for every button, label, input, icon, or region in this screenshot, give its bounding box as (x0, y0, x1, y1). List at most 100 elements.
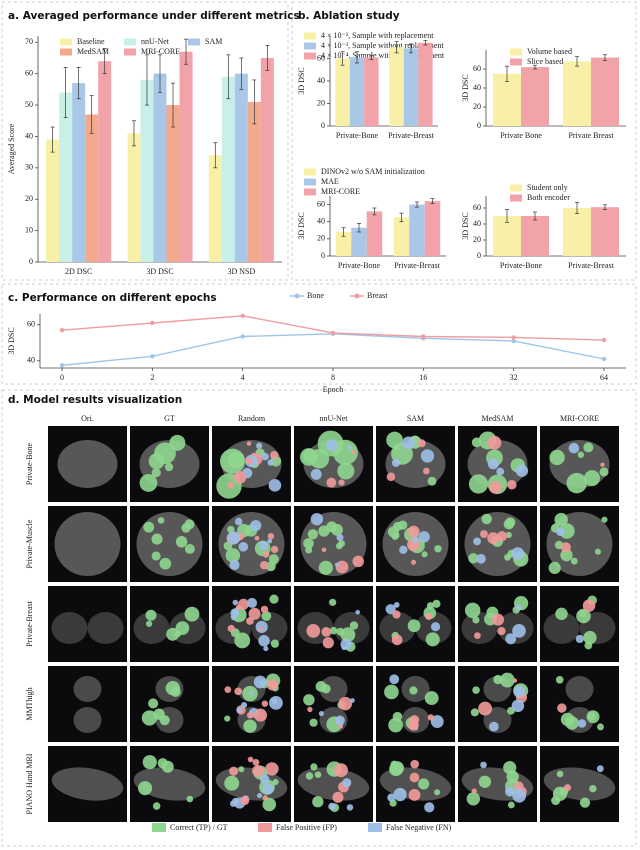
false-positive (261, 700, 269, 707)
point (150, 354, 155, 359)
segmentation (392, 711, 403, 722)
x-tick-label: Private-Breast (388, 131, 435, 140)
segmentation (243, 719, 257, 733)
y-tick-label: 40 (317, 217, 325, 226)
segmentation (184, 543, 195, 554)
false-negative (577, 719, 587, 728)
bar (366, 211, 383, 256)
false-positive (471, 788, 477, 794)
false-negative (334, 562, 340, 567)
legend-swatch (510, 48, 522, 56)
y-tick-label: 40 (473, 219, 481, 228)
panel-title: c. Performance on different epochs (8, 292, 217, 304)
segmentation (303, 694, 315, 706)
legend-label: 4 × 10⁻³, Sample without replacement (321, 41, 444, 50)
bar (166, 105, 180, 262)
segmentation (424, 691, 439, 706)
false-positive (392, 610, 401, 619)
false-negative (259, 774, 270, 784)
legend-label: Both encoder (527, 193, 570, 202)
segmentation (584, 470, 601, 487)
false-negative (387, 793, 396, 802)
legend-label: 4 × 10⁻², Sample with replacement (321, 31, 434, 40)
bar (521, 67, 549, 126)
y-tick-label: 30 (25, 163, 33, 172)
false-negative (269, 695, 283, 710)
segmentation (560, 548, 573, 562)
segmentation (425, 632, 440, 647)
false-positive (227, 624, 235, 633)
false-positive (262, 551, 270, 558)
false-positive (267, 532, 275, 540)
segmentation (338, 540, 346, 548)
segmentation (388, 717, 403, 733)
column-label: MedSAM (481, 414, 513, 423)
segmentation (418, 778, 430, 790)
false-negative (336, 534, 344, 542)
false-positive (391, 634, 403, 646)
segmentation (599, 467, 609, 477)
false-negative (310, 512, 324, 526)
segmentation (262, 797, 277, 812)
segmentation (583, 630, 597, 645)
segmentation (589, 784, 597, 793)
legend-swatch (258, 823, 272, 832)
anatomy (319, 676, 348, 702)
segmentation (315, 681, 327, 692)
segmentation (261, 611, 272, 621)
segmentation (225, 548, 241, 563)
segmentation (164, 462, 174, 472)
legend-label: MedSAM (77, 47, 109, 56)
y-tick-label: 20 (25, 194, 33, 203)
y-axis-label: 3D DSC (297, 212, 306, 239)
legend-label: False Positive (FP) (276, 823, 337, 832)
segmentation (587, 712, 596, 721)
legend-swatch (510, 58, 522, 66)
point (601, 356, 607, 362)
anatomy (73, 707, 102, 733)
legend-swatch (510, 194, 522, 202)
false-positive (270, 545, 279, 554)
false-negative (236, 707, 243, 713)
segmentation (426, 602, 435, 610)
segmentation (349, 621, 359, 630)
line (61, 315, 605, 341)
false-negative (505, 633, 517, 645)
row-label: Private-Bone (25, 442, 34, 485)
legend-label: Correct (TP) / GT (170, 823, 228, 832)
segmentation (566, 472, 587, 494)
false-negative (328, 802, 336, 811)
false-negative (412, 536, 419, 544)
point (59, 363, 65, 368)
anatomy (57, 440, 118, 488)
y-tick-label: 60 (317, 53, 325, 62)
false-negative (247, 597, 258, 608)
false-positive (246, 441, 252, 446)
false-negative (512, 624, 526, 638)
segmentation (548, 561, 561, 575)
column-label: Ori. (81, 414, 94, 423)
x-tick-label: 2D DSC (65, 267, 92, 276)
bar (208, 155, 222, 262)
y-tick-label: 20 (473, 235, 481, 244)
false-negative (399, 545, 408, 554)
false-positive (238, 598, 249, 610)
anatomy (54, 512, 121, 576)
panel-title: a. Averaged performance under different … (8, 10, 300, 22)
false-positive (487, 532, 500, 545)
bar (98, 61, 112, 262)
legend-label: DINOv2 w/o SAM initialization (321, 167, 425, 176)
legend-label: Breast (367, 291, 388, 300)
segmentation (145, 620, 153, 627)
legend-swatch (124, 48, 136, 56)
point (150, 320, 155, 326)
segmentation (272, 778, 279, 786)
y-tick-label: 40 (317, 76, 325, 85)
legend-swatch (354, 293, 360, 299)
legend-swatch (304, 178, 316, 186)
x-tick-label: 3D NSD (227, 267, 255, 276)
false-negative (267, 538, 273, 544)
false-positive (307, 706, 313, 713)
false-positive (338, 696, 353, 711)
bar (335, 58, 350, 126)
